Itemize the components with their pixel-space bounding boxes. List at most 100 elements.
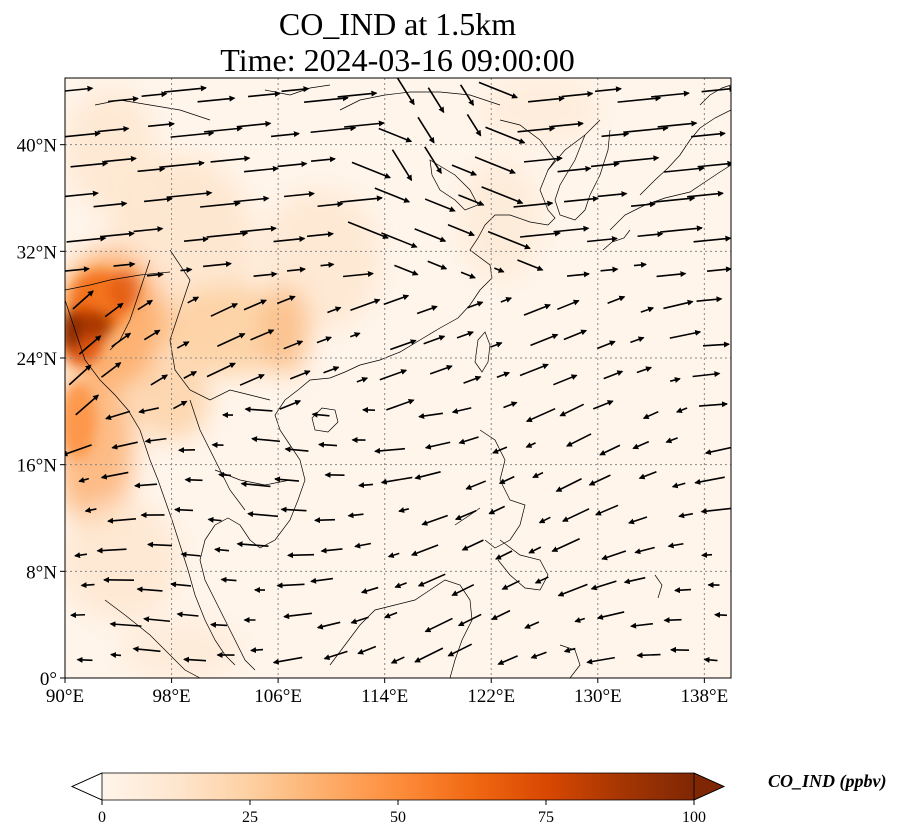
wind-arrow — [84, 507, 97, 514]
wind-arrow — [344, 120, 385, 128]
wind-arrow — [530, 651, 547, 659]
wind-arrow — [93, 200, 128, 208]
wind-arrow — [316, 336, 332, 344]
wind-arrow — [586, 236, 618, 243]
wind-arrow — [110, 652, 122, 658]
wind-arrow — [387, 552, 400, 559]
y-tick-label: 24°N — [17, 349, 58, 370]
wind-arrow — [566, 271, 590, 278]
wind-arrow — [247, 511, 279, 518]
wind-arrow — [105, 410, 131, 421]
wind-arrow — [132, 646, 161, 653]
wind-arrow — [488, 505, 506, 515]
wind-arrow — [698, 401, 728, 408]
wind-arrow — [356, 377, 369, 383]
wind-arrow — [524, 155, 563, 163]
wind-arrow — [692, 371, 721, 378]
wind-vectors — [65, 78, 731, 665]
x-tick-label: 130°E — [574, 686, 622, 707]
wind-arrow — [630, 622, 654, 629]
wind-arrow — [494, 267, 505, 273]
wind-arrow — [180, 266, 193, 273]
wind-arrow — [65, 190, 99, 198]
wind-arrow — [424, 617, 453, 633]
wind-arrow — [78, 477, 90, 483]
wind-arrow — [78, 335, 102, 355]
wind-arrow — [714, 611, 728, 618]
wind-arrow — [183, 371, 198, 379]
wind-arrow — [451, 164, 477, 176]
wind-arrow — [592, 400, 614, 410]
wind-arrow — [380, 476, 413, 485]
wind-arrow — [174, 506, 194, 513]
wind-arrow — [496, 371, 511, 379]
wind-arrow — [555, 478, 582, 492]
y-tick-label: 40°N — [17, 136, 58, 157]
wind-arrow — [500, 297, 513, 303]
wind-arrow — [358, 482, 374, 489]
wind-arrow — [667, 542, 684, 549]
wind-arrow — [391, 149, 413, 182]
wind-arrow — [563, 329, 588, 341]
wind-arrow — [696, 296, 723, 303]
wind-arrow — [141, 91, 168, 98]
wind-arrow — [394, 264, 419, 276]
wind-arrow — [451, 407, 472, 414]
wind-arrow — [204, 125, 243, 133]
wind-arrow — [628, 516, 648, 525]
wind-arrow — [317, 201, 344, 208]
wind-arrow — [251, 436, 281, 443]
wind-arrow — [417, 116, 435, 144]
wind-arrow — [601, 550, 627, 561]
wind-arrow — [630, 201, 656, 208]
wind-arrow — [429, 364, 453, 375]
wind-arrow — [574, 617, 586, 623]
wind-arrow — [100, 230, 135, 238]
wind-arrow — [347, 512, 364, 519]
wind-arrow — [660, 225, 703, 233]
wind-arrow — [354, 542, 372, 549]
wind-arrow — [423, 335, 446, 345]
wind-arrow — [176, 341, 190, 349]
wind-arrow — [460, 271, 476, 279]
wind-arrow — [390, 656, 405, 664]
colorbar-label: CO_IND (ppbv) — [768, 771, 887, 792]
wind-arrow — [320, 547, 343, 554]
wind-arrow — [170, 130, 215, 138]
wind-arrow — [461, 539, 484, 551]
wind-arrow — [424, 146, 442, 174]
wind-arrow — [347, 221, 389, 239]
wind-arrow — [396, 78, 415, 106]
wind-arrow — [337, 90, 378, 98]
wind-arrow — [237, 120, 272, 128]
wind-arrow — [669, 329, 702, 339]
wind-arrow — [590, 161, 620, 168]
wind-arrow — [360, 586, 379, 594]
wind-arrow — [551, 538, 580, 552]
wind-arrow — [217, 333, 246, 347]
wind-arrow — [538, 516, 551, 524]
wind-arrow — [525, 442, 536, 448]
x-tick-label: 122°E — [467, 686, 515, 707]
wind-arrow — [459, 84, 475, 107]
wind-arrow — [487, 230, 531, 250]
wind-arrow — [74, 552, 88, 559]
wind-arrow — [70, 612, 86, 619]
wind-arrow — [250, 647, 264, 654]
wind-arrow — [458, 436, 479, 445]
wind-arrow — [492, 446, 508, 454]
wind-arrow — [561, 90, 594, 98]
longitude-axis: 90°E 98°E 106°E 114°E 122°E 130°E 138°E — [46, 678, 728, 707]
wind-arrow — [691, 130, 726, 138]
wind-arrow — [513, 200, 554, 208]
wind-arrow — [378, 127, 413, 143]
wind-arrow — [72, 290, 94, 310]
wind-arrow — [497, 655, 518, 665]
wind-arrow — [183, 656, 207, 663]
wind-arrow — [374, 187, 411, 203]
wind-arrow — [490, 341, 503, 348]
colorbar-tick-label: 0 — [98, 809, 106, 826]
wind-arrow — [381, 232, 418, 248]
wind-arrow — [160, 160, 205, 168]
wind-arrow — [210, 303, 239, 317]
